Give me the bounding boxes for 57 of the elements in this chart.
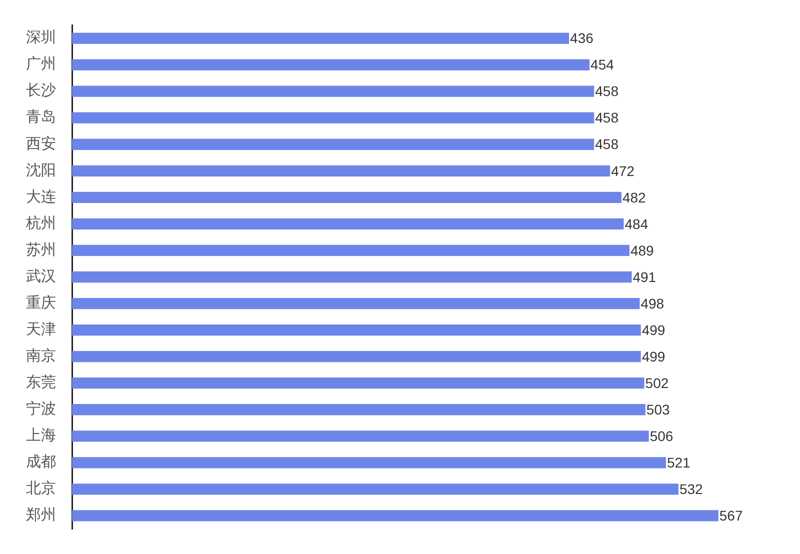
y-tick-label: 长沙 xyxy=(26,81,56,100)
y-tick-label: 郑州 xyxy=(26,506,56,524)
bar xyxy=(72,324,641,336)
bar xyxy=(72,271,632,283)
y-tick-label: 广州 xyxy=(26,54,56,73)
bar xyxy=(72,86,594,97)
y-tick-label: 东莞 xyxy=(26,372,56,391)
bar xyxy=(72,404,646,416)
y-tick-label: 沈阳 xyxy=(26,160,56,179)
bar xyxy=(72,298,640,310)
data-label: 458 xyxy=(595,136,619,152)
data-label: 532 xyxy=(679,481,704,498)
data-label: 458 xyxy=(595,83,619,100)
data-label: 458 xyxy=(595,110,619,126)
bar xyxy=(72,510,718,522)
bar xyxy=(72,351,641,362)
data-label: 482 xyxy=(622,189,646,206)
data-label: 499 xyxy=(642,348,666,364)
bar xyxy=(72,138,594,150)
data-label: 436 xyxy=(570,30,594,46)
y-tick-label: 大连 xyxy=(26,187,56,206)
bar xyxy=(72,32,570,44)
y-tick-label: 西安 xyxy=(26,134,56,152)
data-label: 503 xyxy=(646,401,670,418)
data-label: 489 xyxy=(630,242,654,258)
y-tick-label: 宁波 xyxy=(26,400,56,418)
y-tick-label: 天津 xyxy=(26,320,56,338)
data-label: 502 xyxy=(645,374,669,391)
data-label: 521 xyxy=(666,454,691,471)
y-tick-label: 武汉 xyxy=(26,266,56,285)
y-tick-label: 青岛 xyxy=(26,108,56,126)
data-label: 472 xyxy=(611,162,635,179)
data-label: 454 xyxy=(590,56,614,73)
bar xyxy=(72,430,649,442)
bar xyxy=(72,59,590,70)
bar xyxy=(72,218,624,230)
data-label: 484 xyxy=(624,216,648,232)
bar xyxy=(72,112,594,124)
y-tick-label: 南京 xyxy=(26,346,56,364)
y-tick-label: 苏州 xyxy=(26,240,56,258)
data-label: 498 xyxy=(640,295,664,312)
bar xyxy=(72,165,610,176)
y-tick-label: 上海 xyxy=(26,426,56,444)
bar xyxy=(72,484,678,495)
y-tick-label: 杭州 xyxy=(25,214,56,232)
data-label: 499 xyxy=(642,322,666,338)
bar xyxy=(72,378,644,389)
bar xyxy=(72,192,622,203)
y-tick-label: 成都 xyxy=(26,452,56,471)
y-tick-label: 重庆 xyxy=(26,293,56,312)
bar xyxy=(72,244,630,256)
data-label: 506 xyxy=(650,428,674,444)
y-tick-label: 深圳 xyxy=(26,28,56,46)
y-tick-label: 北京 xyxy=(26,479,56,498)
data-label: 567 xyxy=(719,508,743,524)
bar xyxy=(72,457,666,468)
data-label: 491 xyxy=(632,268,656,285)
